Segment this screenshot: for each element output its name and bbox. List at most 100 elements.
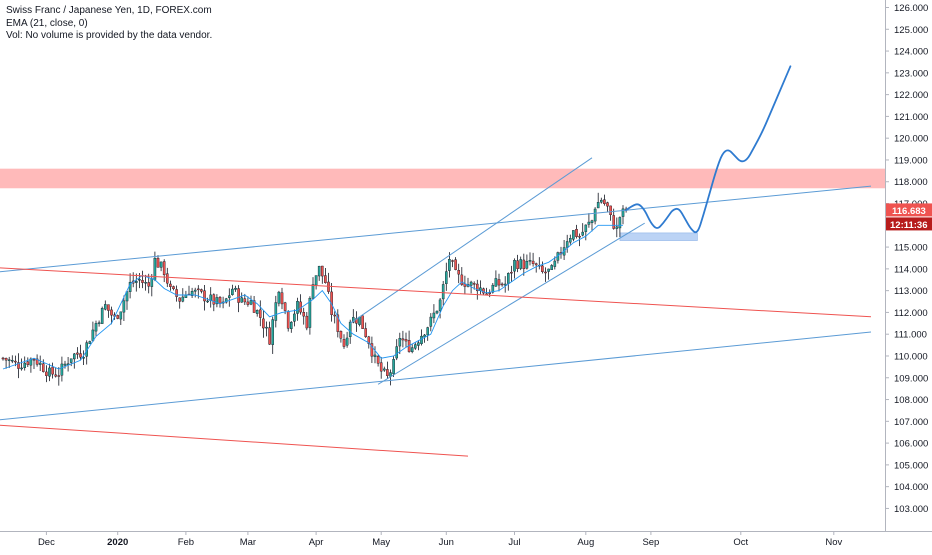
candle[interactable] bbox=[454, 259, 457, 270]
candle[interactable] bbox=[249, 300, 253, 305]
candle[interactable] bbox=[401, 338, 405, 341]
trend-line-5[interactable] bbox=[0, 265, 872, 318]
candle[interactable] bbox=[324, 275, 327, 283]
candle[interactable] bbox=[218, 297, 222, 304]
candle[interactable] bbox=[373, 354, 377, 357]
candle[interactable] bbox=[612, 215, 615, 229]
indicator-label[interactable]: EMA (21, close, 0) bbox=[6, 17, 88, 29]
candle[interactable] bbox=[544, 271, 547, 274]
candle[interactable] bbox=[286, 311, 290, 329]
candle[interactable] bbox=[119, 311, 123, 320]
candle[interactable] bbox=[200, 289, 203, 292]
candle[interactable] bbox=[414, 344, 417, 349]
candle[interactable] bbox=[243, 298, 247, 303]
candle[interactable] bbox=[175, 289, 178, 297]
candle[interactable] bbox=[72, 353, 76, 360]
candle[interactable] bbox=[321, 265, 324, 277]
candle[interactable] bbox=[26, 361, 30, 365]
candle[interactable] bbox=[296, 301, 299, 314]
candle[interactable] bbox=[76, 352, 79, 355]
candle[interactable] bbox=[525, 261, 529, 269]
candle[interactable] bbox=[485, 293, 488, 295]
candle[interactable] bbox=[144, 282, 147, 284]
candle[interactable] bbox=[190, 291, 194, 296]
candle[interactable] bbox=[178, 297, 182, 302]
candle[interactable] bbox=[196, 288, 200, 291]
candle[interactable] bbox=[159, 261, 163, 268]
candle[interactable] bbox=[578, 235, 581, 238]
candle[interactable] bbox=[376, 356, 380, 364]
trend-line-3[interactable] bbox=[377, 222, 645, 385]
candle[interactable] bbox=[206, 300, 209, 303]
candle[interactable] bbox=[581, 231, 584, 236]
candle[interactable] bbox=[448, 259, 451, 271]
candle[interactable] bbox=[91, 329, 95, 341]
candle[interactable] bbox=[398, 338, 402, 347]
candle[interactable] bbox=[265, 326, 268, 329]
candle[interactable] bbox=[404, 339, 408, 342]
candle[interactable] bbox=[252, 300, 256, 313]
candle[interactable] bbox=[621, 208, 625, 217]
candle[interactable] bbox=[572, 230, 575, 240]
candle[interactable] bbox=[103, 304, 107, 310]
candle[interactable] bbox=[488, 292, 492, 295]
candle[interactable] bbox=[565, 241, 569, 248]
trend-line-1[interactable] bbox=[0, 185, 872, 277]
candle[interactable] bbox=[94, 323, 98, 332]
candle[interactable] bbox=[541, 265, 544, 272]
candle[interactable] bbox=[370, 343, 374, 357]
candle[interactable] bbox=[116, 315, 119, 319]
candle[interactable] bbox=[491, 284, 495, 293]
candle[interactable] bbox=[519, 259, 522, 269]
candle[interactable] bbox=[472, 283, 476, 285]
candle[interactable] bbox=[516, 260, 519, 269]
candle[interactable] bbox=[162, 261, 166, 276]
candle[interactable] bbox=[342, 339, 346, 347]
candle[interactable] bbox=[181, 296, 185, 302]
candle[interactable] bbox=[336, 314, 340, 332]
candle[interactable] bbox=[234, 287, 237, 290]
candle[interactable] bbox=[169, 283, 172, 287]
candle[interactable] bbox=[358, 316, 361, 325]
candle[interactable] bbox=[203, 290, 206, 302]
candle[interactable] bbox=[271, 319, 275, 345]
candle[interactable] bbox=[364, 328, 368, 337]
candle[interactable] bbox=[156, 257, 160, 268]
candle[interactable] bbox=[57, 375, 61, 377]
candle[interactable] bbox=[528, 260, 532, 262]
candle[interactable] bbox=[88, 341, 92, 345]
candle[interactable] bbox=[314, 275, 318, 286]
candle[interactable] bbox=[20, 367, 23, 370]
candle[interactable] bbox=[457, 270, 461, 275]
time-axis[interactable] bbox=[0, 531, 932, 550]
candle[interactable] bbox=[494, 278, 498, 287]
ema-line[interactable] bbox=[2, 224, 623, 370]
candle[interactable] bbox=[100, 308, 104, 324]
support-box[interactable] bbox=[619, 232, 698, 241]
candle[interactable] bbox=[10, 359, 14, 362]
candle[interactable] bbox=[482, 288, 485, 294]
candle[interactable] bbox=[134, 281, 138, 283]
candle[interactable] bbox=[141, 280, 144, 283]
candle[interactable] bbox=[293, 313, 296, 322]
candle[interactable] bbox=[66, 363, 70, 365]
candle[interactable] bbox=[262, 318, 265, 329]
candle[interactable] bbox=[4, 358, 8, 361]
candle[interactable] bbox=[379, 362, 383, 372]
candle[interactable] bbox=[395, 346, 399, 359]
candle[interactable] bbox=[1, 357, 5, 360]
candle[interactable] bbox=[348, 321, 352, 337]
candle[interactable] bbox=[227, 295, 231, 298]
candle[interactable] bbox=[609, 205, 612, 216]
candle[interactable] bbox=[193, 289, 197, 292]
candle[interactable] bbox=[23, 362, 27, 368]
candle[interactable] bbox=[107, 304, 110, 311]
candle[interactable] bbox=[311, 284, 315, 299]
candle[interactable] bbox=[600, 199, 603, 203]
candle[interactable] bbox=[290, 321, 293, 329]
candle[interactable] bbox=[429, 316, 433, 327]
candle[interactable] bbox=[32, 359, 36, 361]
projection-path[interactable] bbox=[625, 65, 792, 234]
